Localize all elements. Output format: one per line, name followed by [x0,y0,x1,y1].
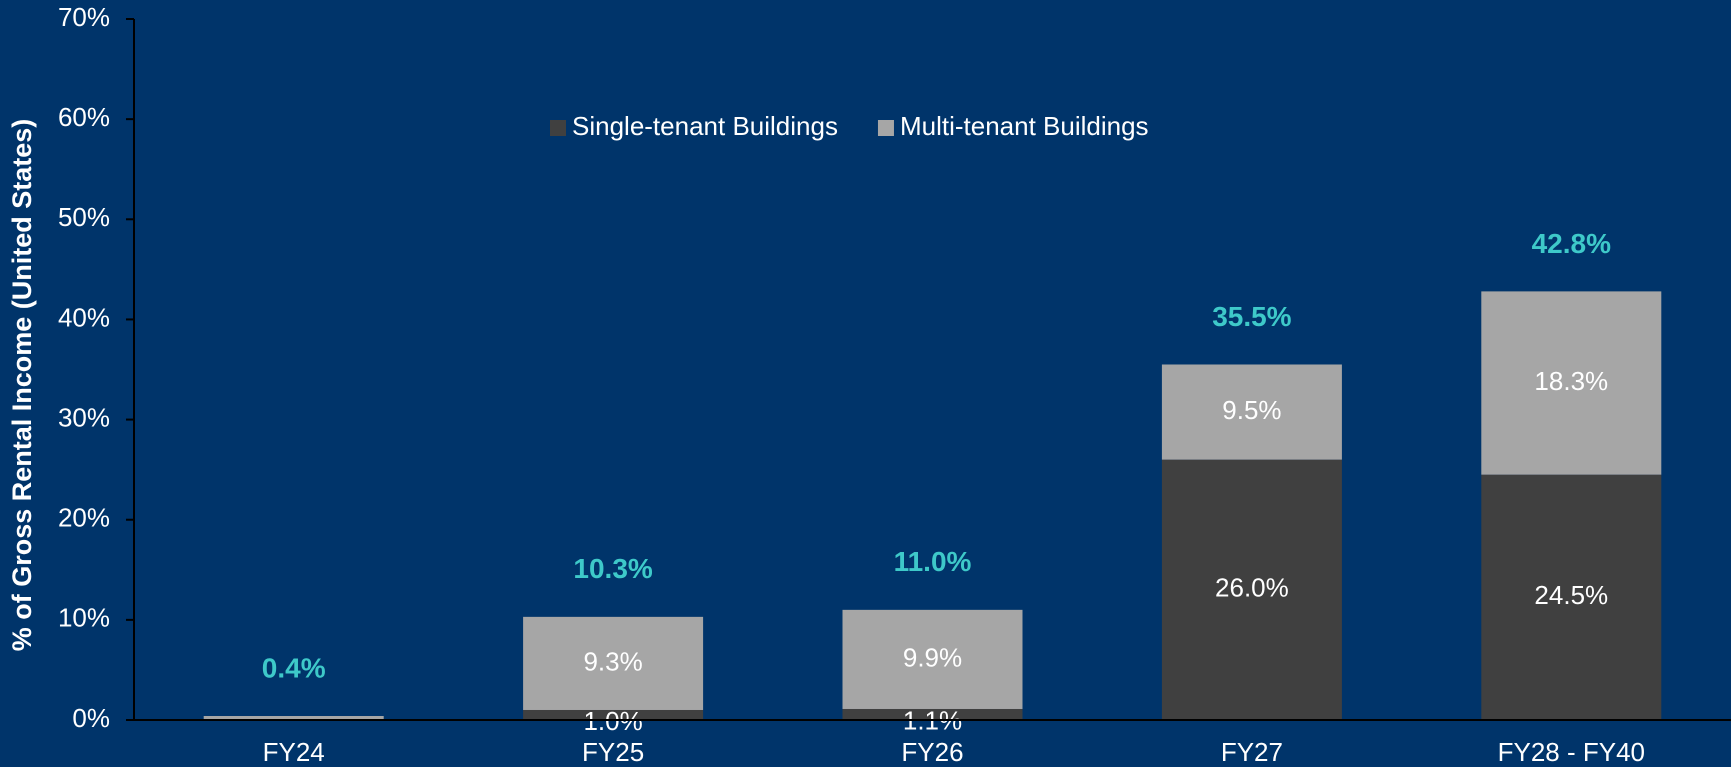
total-label: 0.4% [262,652,326,683]
total-label: 42.8% [1532,228,1611,259]
segment-label: 26.0% [1215,573,1289,603]
y-tick-label: 60% [58,102,110,132]
legend-label: Single-tenant Buildings [572,111,838,141]
x-tick-label: FY28 - FY40 [1498,737,1645,767]
bar-segment [842,609,1023,709]
x-tick-label: FY27 [1221,737,1283,767]
y-tick-label: 50% [58,202,110,232]
y-axis-label: % of Gross Rental Income (United States) [7,119,37,652]
y-tick-label: 70% [58,2,110,32]
bar-segment [203,715,384,720]
bar-segment [1161,364,1342,460]
bar-segment [523,709,704,720]
total-label: 35.5% [1212,301,1291,332]
bar-segment [1481,474,1662,720]
y-tick-label: 30% [58,402,110,432]
x-tick-label: FY24 [263,737,325,767]
segment-label: 9.5% [1222,395,1281,425]
bar-segment [1161,459,1342,720]
legend-swatch [877,120,894,136]
bar-segment [523,616,704,710]
segment-label: 24.5% [1534,580,1608,610]
y-tick-label: 20% [58,503,110,533]
x-tick-label: FY25 [582,737,644,767]
total-label: 10.3% [573,553,652,584]
segment-label: 18.3% [1534,366,1608,396]
legend-label: Multi-tenant Buildings [900,111,1149,141]
y-tick-label: 0% [72,703,110,733]
y-tick-label: 10% [58,603,110,633]
bar-segment [842,708,1023,720]
segment-label: 9.3% [583,646,642,676]
segment-label: 9.9% [903,642,962,672]
total-label: 11.0% [894,546,972,577]
y-tick-label: 40% [58,302,110,332]
x-tick-label: FY26 [901,737,963,767]
bar-segment [1481,291,1662,475]
legend-swatch [550,120,566,136]
